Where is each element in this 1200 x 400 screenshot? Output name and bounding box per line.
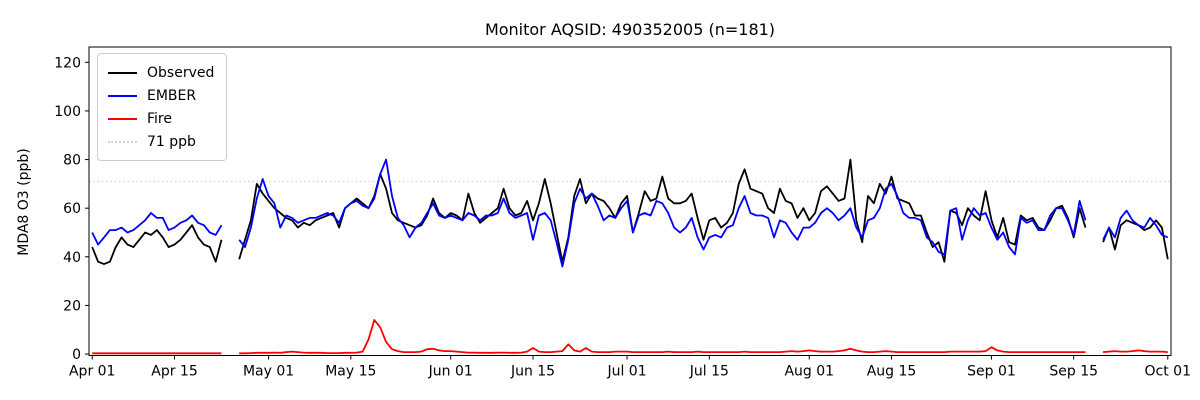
x-tick-label: Oct 01	[1145, 364, 1191, 380]
observed-line-swatch	[108, 71, 137, 74]
y-tick-label: 20	[63, 298, 81, 314]
y-axis-label: MDA8 O3 (ppb)	[16, 148, 32, 256]
x-tick-label: Aug 01	[784, 364, 834, 380]
fire-line-swatch	[108, 117, 137, 120]
x-tick-label: May 01	[243, 364, 294, 380]
y-tick-label: 120	[54, 55, 81, 71]
x-tick-label: Aug 15	[867, 364, 917, 380]
y-tick-label: 100	[54, 104, 81, 120]
x-tick-label: Sep 01	[967, 364, 1016, 380]
legend-row-fire: Fire	[108, 107, 214, 130]
x-tick-label: Apr 15	[151, 364, 197, 380]
legend-row-ember: EMBER	[108, 84, 214, 107]
legend-label-observed: Observed	[147, 64, 215, 81]
ember-line-swatch	[108, 94, 137, 97]
x-tick-label: Jun 15	[510, 364, 555, 380]
x-tick-label: Apr 01	[69, 364, 115, 380]
legend-label-threshold: 71 ppb	[147, 133, 196, 150]
ember-line	[91, 158, 1169, 268]
axes-frame	[88, 46, 1172, 356]
x-tick-label: May 15	[325, 364, 376, 380]
y-tick-label: 0	[72, 347, 81, 363]
y-tick-label: 80	[63, 153, 81, 169]
chart-title: Monitor AQSID: 490352005 (n=181)	[484, 20, 776, 39]
legend-label-ember: EMBER	[147, 87, 197, 104]
x-tick-label: Sep 15	[1049, 364, 1098, 380]
x-tick-label: Jun 01	[428, 364, 473, 380]
legend-row-threshold: 71 ppb	[108, 130, 214, 153]
legend-row-observed: Observed	[108, 61, 214, 84]
y-tick-label: 60	[63, 201, 81, 217]
legend: Observed EMBER Fire 71 ppb	[97, 53, 228, 161]
threshold-line-swatch	[108, 140, 137, 143]
y-tick-label: 40	[63, 250, 81, 266]
x-tick-label: Jul 01	[606, 364, 646, 380]
x-tick-label: Jul 15	[689, 364, 729, 380]
fire-line	[92, 319, 1168, 355]
legend-label-fire: Fire	[147, 110, 172, 127]
